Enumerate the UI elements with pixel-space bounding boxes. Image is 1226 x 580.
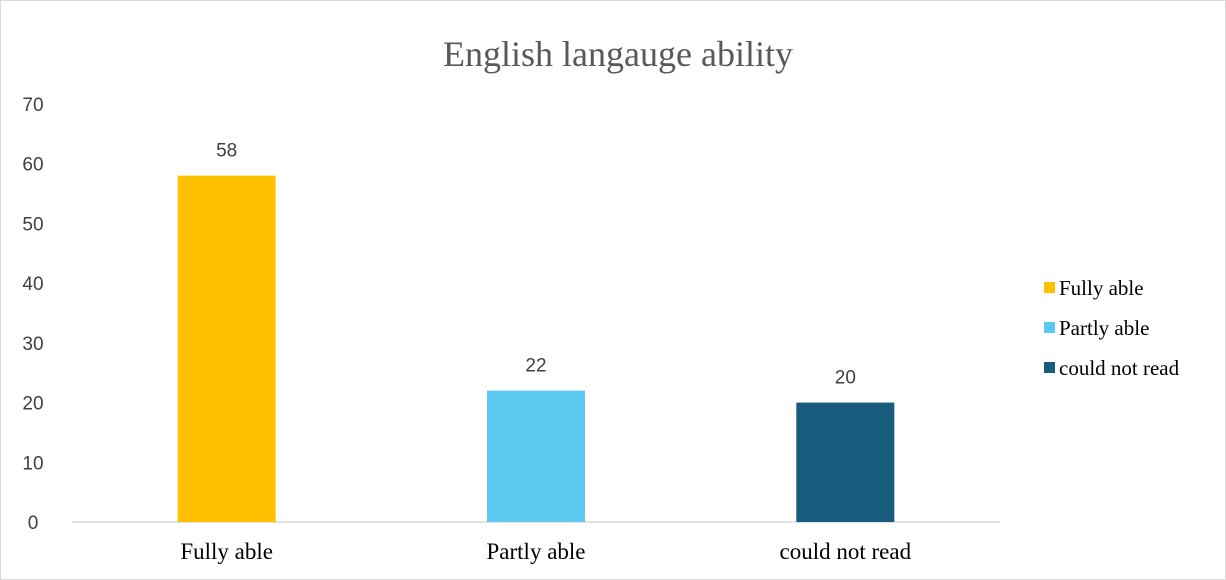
legend-label: could not read <box>1059 356 1180 380</box>
data-label: 22 <box>525 356 546 377</box>
legend: Fully able Partly able could not read <box>1044 276 1180 380</box>
bar <box>487 390 585 522</box>
legend-swatch <box>1044 362 1055 373</box>
y-tick-label: 20 <box>22 394 43 415</box>
data-labels: 58 22 20 <box>216 141 856 389</box>
x-tick-label: Fully able <box>180 539 273 564</box>
legend-label: Fully able <box>1059 276 1144 300</box>
y-tick-label: 50 <box>22 214 43 235</box>
x-tick-label: Partly able <box>487 539 586 564</box>
y-tick-label: 60 <box>22 155 43 176</box>
y-tick-label: 10 <box>22 453 43 474</box>
bar <box>177 175 276 522</box>
bar <box>796 402 895 522</box>
data-label: 58 <box>216 141 237 162</box>
data-label: 20 <box>835 368 856 389</box>
legend-swatch <box>1044 322 1055 333</box>
y-tick-label: 70 <box>22 95 43 116</box>
x-axis-ticks: Fully able Partly able could not read <box>180 539 911 564</box>
legend-label: Partly able <box>1059 316 1149 340</box>
chart-title: English langauge ability <box>443 34 793 74</box>
bars <box>177 175 895 522</box>
legend-swatch <box>1044 282 1055 293</box>
y-axis-ticks: 0 10 20 30 40 50 60 70 <box>22 95 43 534</box>
y-tick-label: 0 <box>28 513 39 534</box>
y-tick-label: 30 <box>22 334 43 355</box>
y-tick-label: 40 <box>22 274 43 295</box>
x-tick-label: could not read <box>780 539 912 564</box>
